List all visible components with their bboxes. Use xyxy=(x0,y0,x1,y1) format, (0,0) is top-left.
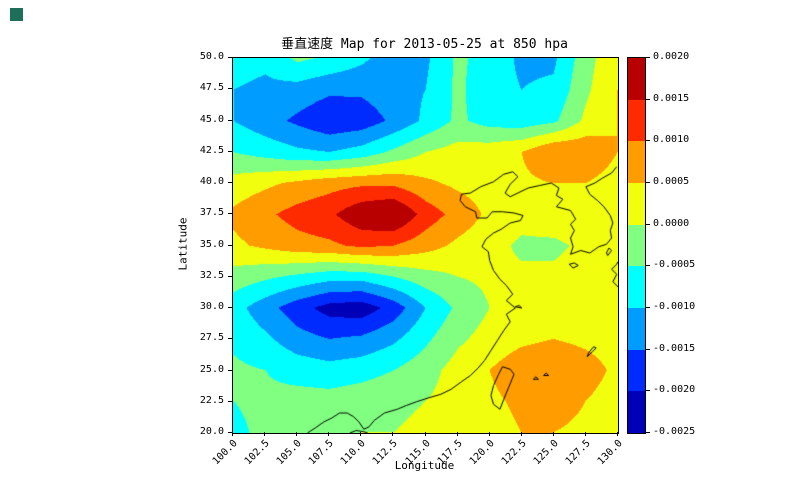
colorbar-segment xyxy=(628,308,645,350)
colorbar-tick-mark xyxy=(646,348,650,350)
colorbar-tick-label: -0.0020 xyxy=(653,384,696,396)
colorbar-tick-label: 0.0010 xyxy=(653,134,690,146)
colorbar-tick-label: 0.0020 xyxy=(653,51,690,62)
colorbar-segment xyxy=(628,99,645,142)
y-tick-label: 37.5 xyxy=(199,207,224,219)
x-tick-mark xyxy=(360,432,362,436)
chart-title: 垂直速度 Map for 2013-05-25 at 850 hpa xyxy=(281,37,568,52)
x-tick-mark xyxy=(232,432,233,436)
y-tick-label: 35.0 xyxy=(199,238,224,250)
x-tick-mark xyxy=(424,432,426,436)
colorbar-tick-label: -0.0005 xyxy=(653,259,696,271)
colorbar-tick-label: -0.0010 xyxy=(653,301,696,312)
colorbar-tick-mark xyxy=(646,307,650,308)
colorbar-tick-mark xyxy=(646,57,650,58)
x-tick-mark xyxy=(392,432,394,436)
y-tick-mark xyxy=(228,244,232,246)
app-icon xyxy=(10,8,23,21)
y-tick-label: 40.0 xyxy=(199,176,224,187)
y-tick-label: 27.5 xyxy=(199,332,224,344)
x-tick-mark xyxy=(296,432,298,436)
colorbar-segment xyxy=(628,266,645,309)
y-tick-label: 50.0 xyxy=(199,51,224,62)
plot-area xyxy=(232,57,619,434)
colorbar-segment xyxy=(628,224,645,267)
colorbar-segment xyxy=(628,58,645,100)
y-tick-label: 25.0 xyxy=(199,363,224,375)
y-tick-label: 30.0 xyxy=(199,301,224,312)
y-tick-label: 22.5 xyxy=(199,394,224,406)
colorbar-tick-mark xyxy=(646,182,650,183)
x-tick-mark xyxy=(584,432,586,436)
colorbar-tick-mark xyxy=(646,432,650,433)
x-tick-mark xyxy=(520,432,522,436)
colorbar-tick-mark xyxy=(646,390,650,392)
y-tick-mark xyxy=(228,150,232,152)
y-tick-mark xyxy=(228,307,232,308)
x-tick-mark xyxy=(328,432,330,436)
colorbar-segment xyxy=(628,183,645,225)
y-tick-mark xyxy=(228,88,232,90)
x-tick-mark xyxy=(552,432,554,436)
y-tick-label: 32.5 xyxy=(199,269,224,281)
colorbar-tick-label: -0.0015 xyxy=(653,342,696,354)
y-tick-mark xyxy=(228,57,232,58)
colorbar-segment xyxy=(628,141,645,184)
y-tick-label: 20.0 xyxy=(199,426,224,437)
y-tick-mark xyxy=(228,338,232,340)
colorbar-segment xyxy=(628,391,645,434)
colorbar-tick-label: -0.0025 xyxy=(653,426,696,437)
x-tick-mark xyxy=(617,432,618,436)
colorbar-segment xyxy=(628,349,645,392)
y-tick-mark xyxy=(228,182,232,183)
colorbar-tick-mark xyxy=(646,265,650,267)
colorbar-tick-mark xyxy=(646,223,650,225)
contour-map-canvas xyxy=(233,58,618,433)
y-tick-mark xyxy=(228,400,232,402)
x-axis-label: Longitude xyxy=(394,459,455,472)
colorbar xyxy=(627,57,646,434)
x-tick-mark xyxy=(488,432,490,436)
x-tick-mark xyxy=(264,432,266,436)
y-tick-label: 47.5 xyxy=(199,82,224,94)
x-tick-mark xyxy=(456,432,458,436)
y-tick-mark xyxy=(228,213,232,215)
colorbar-tick-label: 0.0015 xyxy=(653,92,690,104)
y-axis-label: Latitude xyxy=(176,217,190,271)
y-tick-mark xyxy=(228,432,232,433)
y-tick-label: 45.0 xyxy=(199,113,224,125)
y-tick-label: 42.5 xyxy=(199,144,224,156)
colorbar-tick-mark xyxy=(646,98,650,100)
y-tick-mark xyxy=(228,119,232,121)
y-tick-mark xyxy=(228,369,232,371)
colorbar-tick-mark xyxy=(646,140,650,142)
colorbar-tick-label: 0.0005 xyxy=(653,176,690,187)
colorbar-tick-label: 0.0000 xyxy=(653,217,690,229)
y-tick-mark xyxy=(228,275,232,277)
